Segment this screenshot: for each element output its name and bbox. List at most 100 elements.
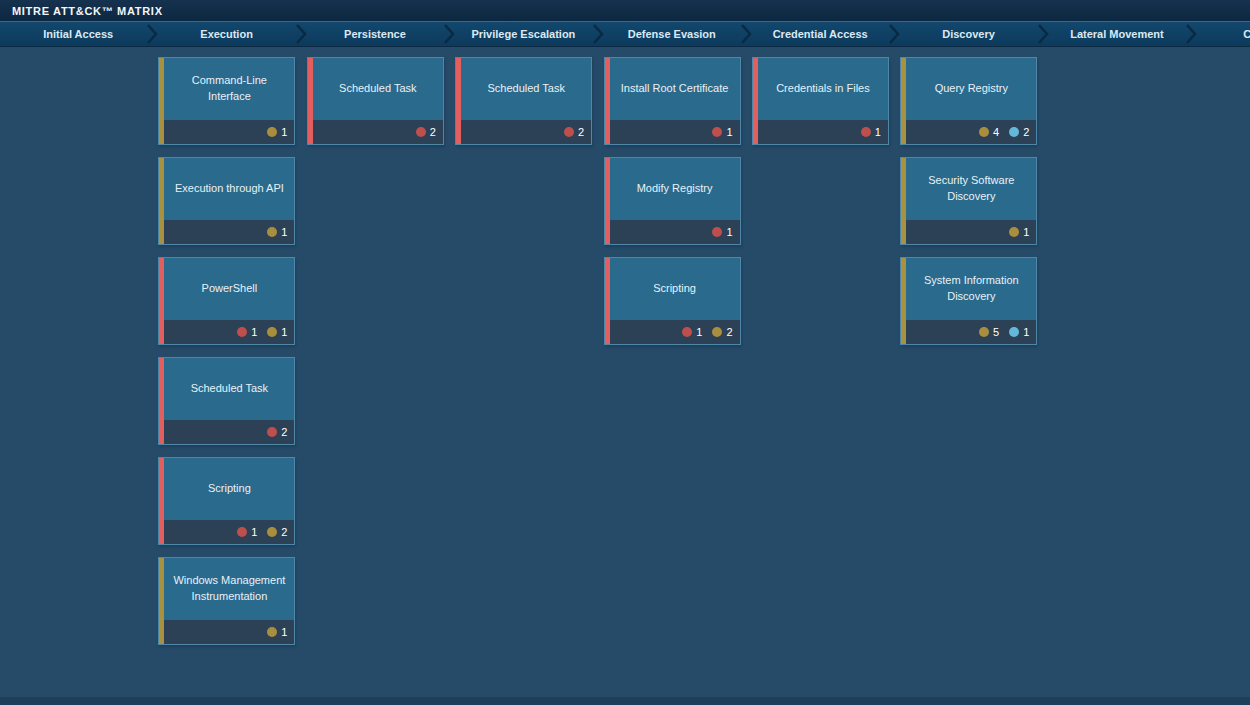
yellow-dot-icon xyxy=(267,627,277,637)
signature-count: 1 xyxy=(696,326,702,338)
column-defense-evasion: Install Root Certificate1Modify Registry… xyxy=(598,57,746,657)
signature-count: 1 xyxy=(1023,226,1029,238)
signature-count-footer: 1 xyxy=(906,220,1036,244)
technique-body: Execution through API xyxy=(164,158,294,220)
signature-badge: 1 xyxy=(267,226,287,238)
yellow-dot-icon xyxy=(267,127,277,137)
technique-card[interactable]: Execution through API 1 xyxy=(158,157,295,245)
red-dot-icon xyxy=(416,127,426,137)
tab-label: Defense Evasion xyxy=(628,28,716,40)
signature-count-footer: 1 xyxy=(164,120,294,144)
tab-credential-access[interactable]: Credential Access xyxy=(746,22,894,46)
technique-card[interactable]: Command-Line Interface 1 xyxy=(158,57,295,145)
tab-label: Discovery xyxy=(942,28,995,40)
tab-persistence[interactable]: Persistence xyxy=(301,22,449,46)
red-dot-icon xyxy=(682,327,692,337)
signature-count-footer: 2 xyxy=(461,120,591,144)
severity-stripe xyxy=(159,258,164,344)
signature-badge: 1 xyxy=(267,626,287,638)
signature-count: 4 xyxy=(993,126,999,138)
signature-badge: 1 xyxy=(712,126,732,138)
technique-name: Scheduled Task xyxy=(339,81,416,97)
technique-card[interactable]: Modify Registry 1 xyxy=(604,157,741,245)
technique-name: Query Registry xyxy=(935,81,1008,97)
yellow-dot-icon xyxy=(267,527,277,537)
signature-count-footer: 42 xyxy=(906,120,1036,144)
technique-name: Command-Line Interface xyxy=(170,73,288,105)
tactic-tabbar: Initial AccessExecutionPersistencePrivil… xyxy=(0,21,1250,47)
blue-dot-icon xyxy=(1009,327,1019,337)
technique-card[interactable]: Scripting12 xyxy=(158,457,295,545)
signature-count: 2 xyxy=(578,126,584,138)
yellow-dot-icon xyxy=(267,327,277,337)
signature-count-footer: 51 xyxy=(906,320,1036,344)
technique-body: Install Root Certificate xyxy=(610,58,740,120)
technique-card[interactable]: Query Registry 42 xyxy=(900,57,1037,145)
technique-card[interactable]: Install Root Certificate 1 xyxy=(604,57,741,145)
red-dot-icon xyxy=(237,527,247,537)
signature-badge: 1 xyxy=(1009,326,1029,338)
tab-label: Lateral Movement xyxy=(1070,28,1164,40)
technique-body: Command-Line Interface xyxy=(164,58,294,120)
signature-count: 2 xyxy=(726,326,732,338)
signature-badge: 5 xyxy=(979,326,999,338)
titlebar: MITRE ATT&CK™ MATRIX xyxy=(0,0,1250,21)
severity-stripe xyxy=(159,58,164,144)
tab-discovery[interactable]: Discovery xyxy=(894,22,1042,46)
severity-stripe xyxy=(901,258,906,344)
signature-count: 2 xyxy=(281,426,287,438)
signature-badge: 1 xyxy=(267,326,287,338)
scrollbar-track-horizontal[interactable] xyxy=(0,697,1250,705)
technique-card[interactable]: Scheduled Task2 xyxy=(455,57,592,145)
technique-name: Scheduled Task xyxy=(191,381,268,397)
signature-count-footer: 1 xyxy=(610,220,740,244)
signature-count: 1 xyxy=(726,226,732,238)
yellow-dot-icon xyxy=(267,227,277,237)
tab-command-and-control[interactable]: C xyxy=(1191,22,1250,46)
signature-badge: 1 xyxy=(712,226,732,238)
severity-stripe xyxy=(753,58,758,144)
signature-count: 1 xyxy=(281,626,287,638)
technique-card[interactable]: Credentials in Files1 xyxy=(752,57,889,145)
signature-count: 5 xyxy=(993,326,999,338)
technique-card[interactable]: Scripting12 xyxy=(604,257,741,345)
technique-body: PowerShell xyxy=(164,258,294,320)
technique-body: Credentials in Files xyxy=(758,58,888,120)
signature-count-footer: 2 xyxy=(164,420,294,444)
technique-body: Security Software Discovery xyxy=(906,158,1036,220)
blue-dot-icon xyxy=(1009,127,1019,137)
severity-stripe xyxy=(901,58,906,144)
tab-defense-evasion[interactable]: Defense Evasion xyxy=(598,22,746,46)
column-initial-access xyxy=(4,57,152,657)
signature-badge: 2 xyxy=(267,426,287,438)
tab-privilege-escalation[interactable]: Privilege Escalation xyxy=(449,22,597,46)
yellow-dot-icon xyxy=(979,127,989,137)
column-execution: Command-Line Interface1Execution through… xyxy=(152,57,300,657)
technique-card[interactable]: System Information Discovery 51 xyxy=(900,257,1037,345)
red-dot-icon xyxy=(712,127,722,137)
technique-card[interactable]: Windows Management Instrumentation1 xyxy=(158,557,295,645)
signature-count-footer: 1 xyxy=(164,220,294,244)
signature-badge: 1 xyxy=(237,526,257,538)
signature-count-footer: 12 xyxy=(610,320,740,344)
red-dot-icon xyxy=(237,327,247,337)
signature-badge: 2 xyxy=(267,526,287,538)
severity-stripe xyxy=(605,58,610,144)
technique-card[interactable]: Scheduled Task2 xyxy=(307,57,444,145)
signature-badge: 1 xyxy=(267,126,287,138)
signature-badge: 1 xyxy=(1009,226,1029,238)
tab-initial-access[interactable]: Initial Access xyxy=(4,22,152,46)
technique-name: System Information Discovery xyxy=(912,273,1030,305)
technique-card[interactable]: Scheduled Task 2 xyxy=(158,357,295,445)
technique-card[interactable]: Security Software Discovery 1 xyxy=(900,157,1037,245)
tab-lateral-movement[interactable]: Lateral Movement xyxy=(1043,22,1191,46)
signature-count: 1 xyxy=(251,526,257,538)
technique-card[interactable]: PowerShell11 xyxy=(158,257,295,345)
tab-execution[interactable]: Execution xyxy=(152,22,300,46)
page-title: MITRE ATT&CK™ MATRIX xyxy=(12,5,163,17)
technique-body: Scheduled Task xyxy=(164,358,294,420)
red-dot-icon xyxy=(267,427,277,437)
technique-name: Modify Registry xyxy=(637,181,713,197)
severity-stripe xyxy=(605,158,610,244)
severity-stripe xyxy=(605,258,610,344)
